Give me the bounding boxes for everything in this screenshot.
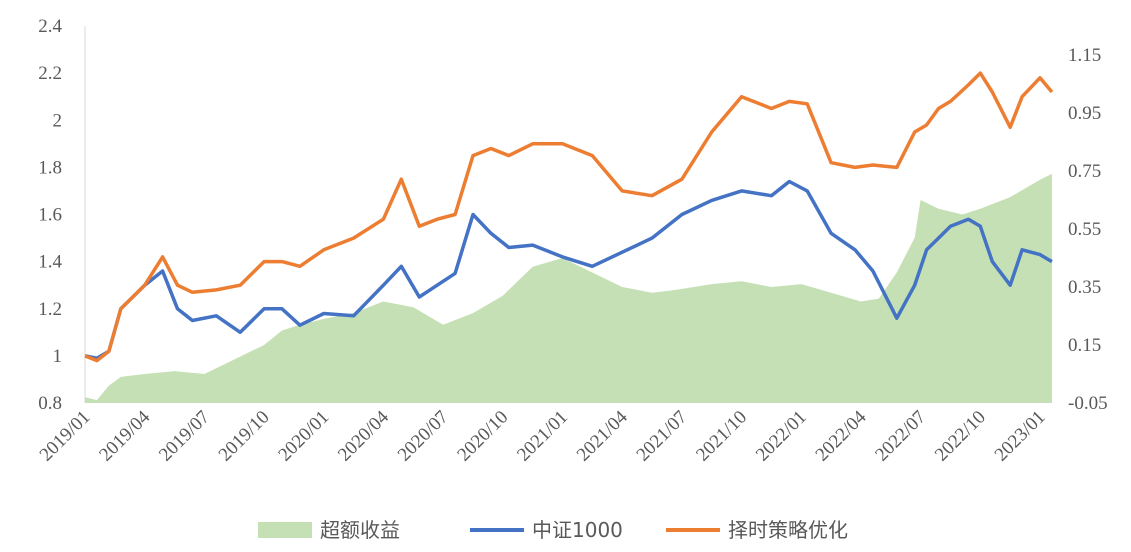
x-tick-label: 2022/01 <box>752 407 811 466</box>
y2-tick-label: 0.95 <box>1068 103 1101 124</box>
y-tick-label: 1.6 <box>38 205 62 226</box>
x-tick-label: 2019/04 <box>95 406 154 465</box>
x-tick-label: 2019/01 <box>36 407 95 466</box>
y-tick-label: 0.8 <box>38 393 62 414</box>
y2-tick-label: 0.75 <box>1068 161 1101 182</box>
x-tick-label: 2021/07 <box>633 407 692 466</box>
legend: 超额收益 中证1000 择时策略优化 <box>258 518 848 542</box>
x-tick-label: 2020/04 <box>334 406 393 465</box>
x-tick-label: 2021/04 <box>573 406 632 465</box>
y2-tick-label: 1.15 <box>1068 45 1101 66</box>
y-axis-left-ticks: 2.4 2.2 2 1.8 1.6 1.4 1.2 1 0.8 <box>38 16 62 414</box>
x-tick-label: 2022/07 <box>871 407 930 466</box>
x-tick-label: 2019/10 <box>215 407 274 466</box>
lines-layer <box>84 71 1054 363</box>
timing-strategy-line <box>84 71 1054 363</box>
y2-tick-label: 0.15 <box>1068 335 1101 356</box>
excess-return-area <box>85 173 1052 403</box>
x-tick-label: 2022/04 <box>812 406 871 465</box>
legend-label: 中证1000 <box>532 518 623 542</box>
y-axis-right-ticks: 1.15 0.95 0.75 0.55 0.35 0.15 -0.05 <box>1068 45 1108 414</box>
y-tick-label: 2 <box>53 110 63 131</box>
x-tick-label: 2020/07 <box>394 407 453 466</box>
x-tick-label: 2021/10 <box>692 407 751 466</box>
y-tick-label: 2.4 <box>38 16 62 37</box>
x-tick-label: 2020/10 <box>453 407 512 466</box>
legend-swatch-area <box>258 522 312 538</box>
csi1000-line <box>84 179 1053 360</box>
y2-tick-label: -0.05 <box>1068 393 1108 414</box>
x-tick-label: 2020/01 <box>274 407 333 466</box>
legend-label: 超额收益 <box>320 518 400 542</box>
x-tick-label: 2019/07 <box>155 407 214 466</box>
y2-tick-label: 0.55 <box>1068 219 1101 240</box>
excess-return-area-layer <box>85 173 1052 403</box>
y-tick-label: 1.2 <box>38 299 62 320</box>
y-tick-label: 1.8 <box>38 157 62 178</box>
y-tick-label: 2.2 <box>38 63 62 84</box>
x-tick-label: 2023/01 <box>991 407 1050 466</box>
y-tick-label: 1 <box>53 346 63 367</box>
x-tick-label: 2022/10 <box>931 407 990 466</box>
y2-tick-label: 0.35 <box>1068 277 1101 298</box>
legend-label: 择时策略优化 <box>728 518 848 542</box>
y-tick-label: 1.4 <box>38 252 62 273</box>
x-axis-ticks: 2019/01 2019/04 2019/07 2019/10 2020/01 2020/… <box>36 406 1050 465</box>
x-tick-label: 2021/01 <box>513 407 572 466</box>
